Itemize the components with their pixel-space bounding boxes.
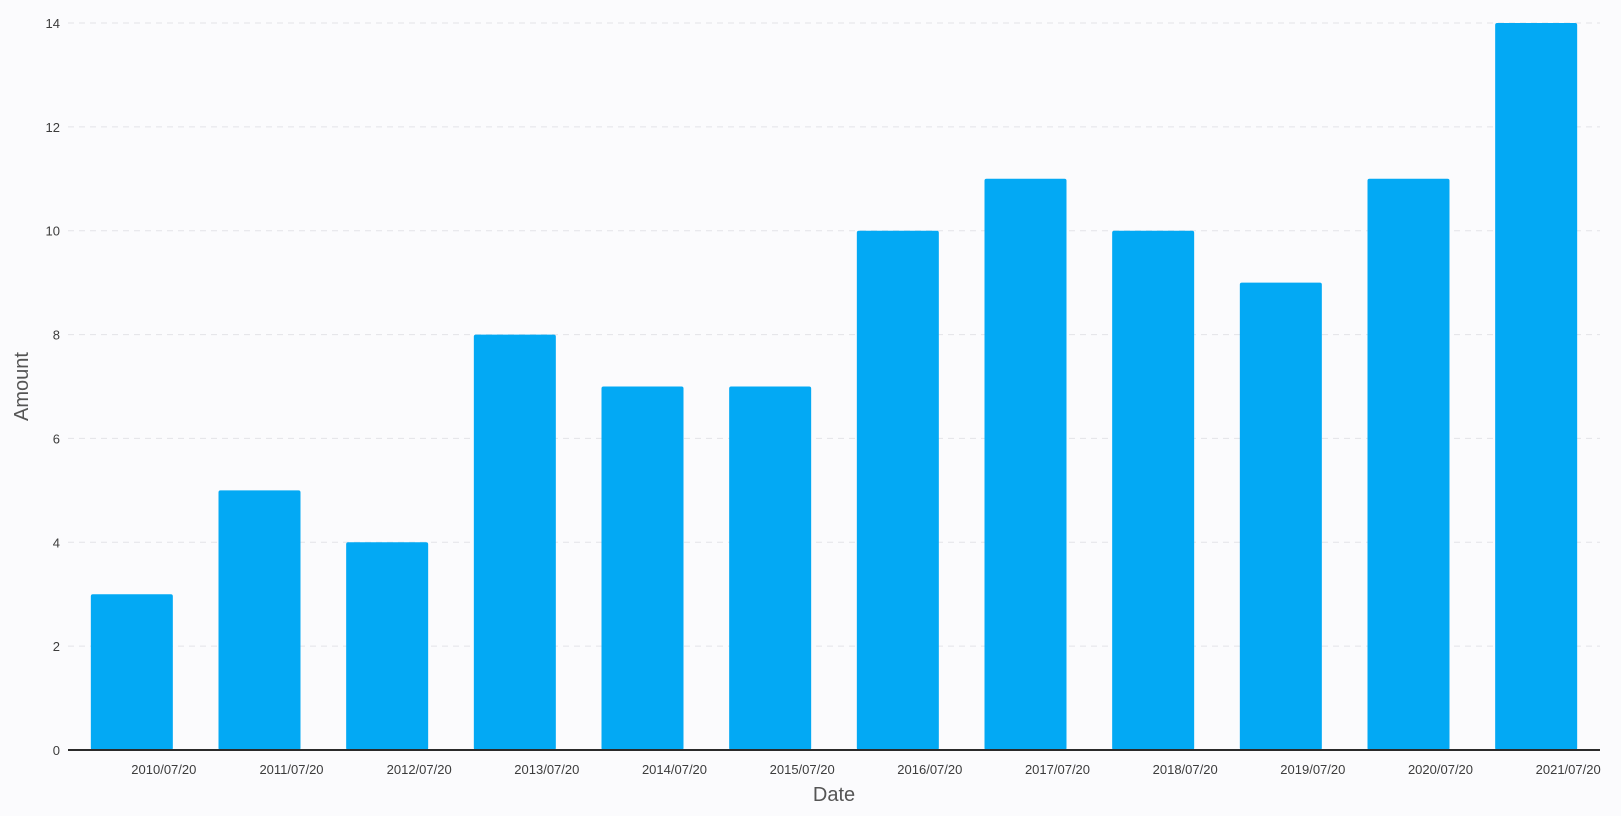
- x-tick-label: 2018/07/20: [1153, 762, 1218, 777]
- x-axis-title: Date: [813, 784, 855, 806]
- y-axis-title: Amount: [11, 352, 33, 421]
- bar[interactable]: [1112, 230, 1195, 750]
- x-tick-label: 2011/07/20: [259, 762, 323, 777]
- bar[interactable]: [473, 334, 556, 750]
- bar[interactable]: [1367, 178, 1450, 751]
- bar[interactable]: [1495, 23, 1578, 750]
- x-tick-label: 2012/07/20: [387, 762, 452, 777]
- bar[interactable]: [218, 490, 301, 750]
- x-tick-label: 2010/07/20: [131, 762, 196, 777]
- y-tick-label: 4: [53, 535, 60, 550]
- x-tick-label: 2015/07/20: [770, 762, 835, 777]
- y-tick-label: 10: [46, 224, 60, 239]
- grid-lines: [68, 22, 1600, 647]
- x-tick-label: 2020/07/20: [1408, 762, 1473, 777]
- y-tick-label: 0: [53, 743, 60, 758]
- y-tick-label: 8: [53, 328, 60, 343]
- x-tick-label: 2013/07/20: [514, 762, 579, 777]
- y-tick-label: 2: [53, 639, 60, 654]
- bar[interactable]: [1239, 282, 1322, 750]
- x-tick-label: 2016/07/20: [897, 762, 962, 777]
- x-tick-label: 2014/07/20: [642, 762, 707, 777]
- bars: [90, 23, 1578, 751]
- bar[interactable]: [346, 542, 429, 750]
- bar[interactable]: [601, 386, 684, 751]
- y-tick-label: 14: [46, 16, 60, 31]
- x-tick-label: 2019/07/20: [1280, 762, 1345, 777]
- bar[interactable]: [729, 386, 812, 751]
- x-tick-label: 2017/07/20: [1025, 762, 1090, 777]
- bar[interactable]: [984, 178, 1067, 751]
- y-tick-label: 6: [53, 431, 60, 446]
- x-tick-labels: 2010/07/20 2011/07/20 2012/07/20 2013/07/20…: [131, 762, 1600, 777]
- bar[interactable]: [856, 230, 939, 750]
- bar[interactable]: [90, 594, 173, 750]
- y-tick-label: 12: [46, 120, 60, 135]
- x-tick-label: 2021/07/20: [1536, 762, 1601, 777]
- y-tick-labels: 0 2 4 6 8 10 12 14: [46, 16, 60, 758]
